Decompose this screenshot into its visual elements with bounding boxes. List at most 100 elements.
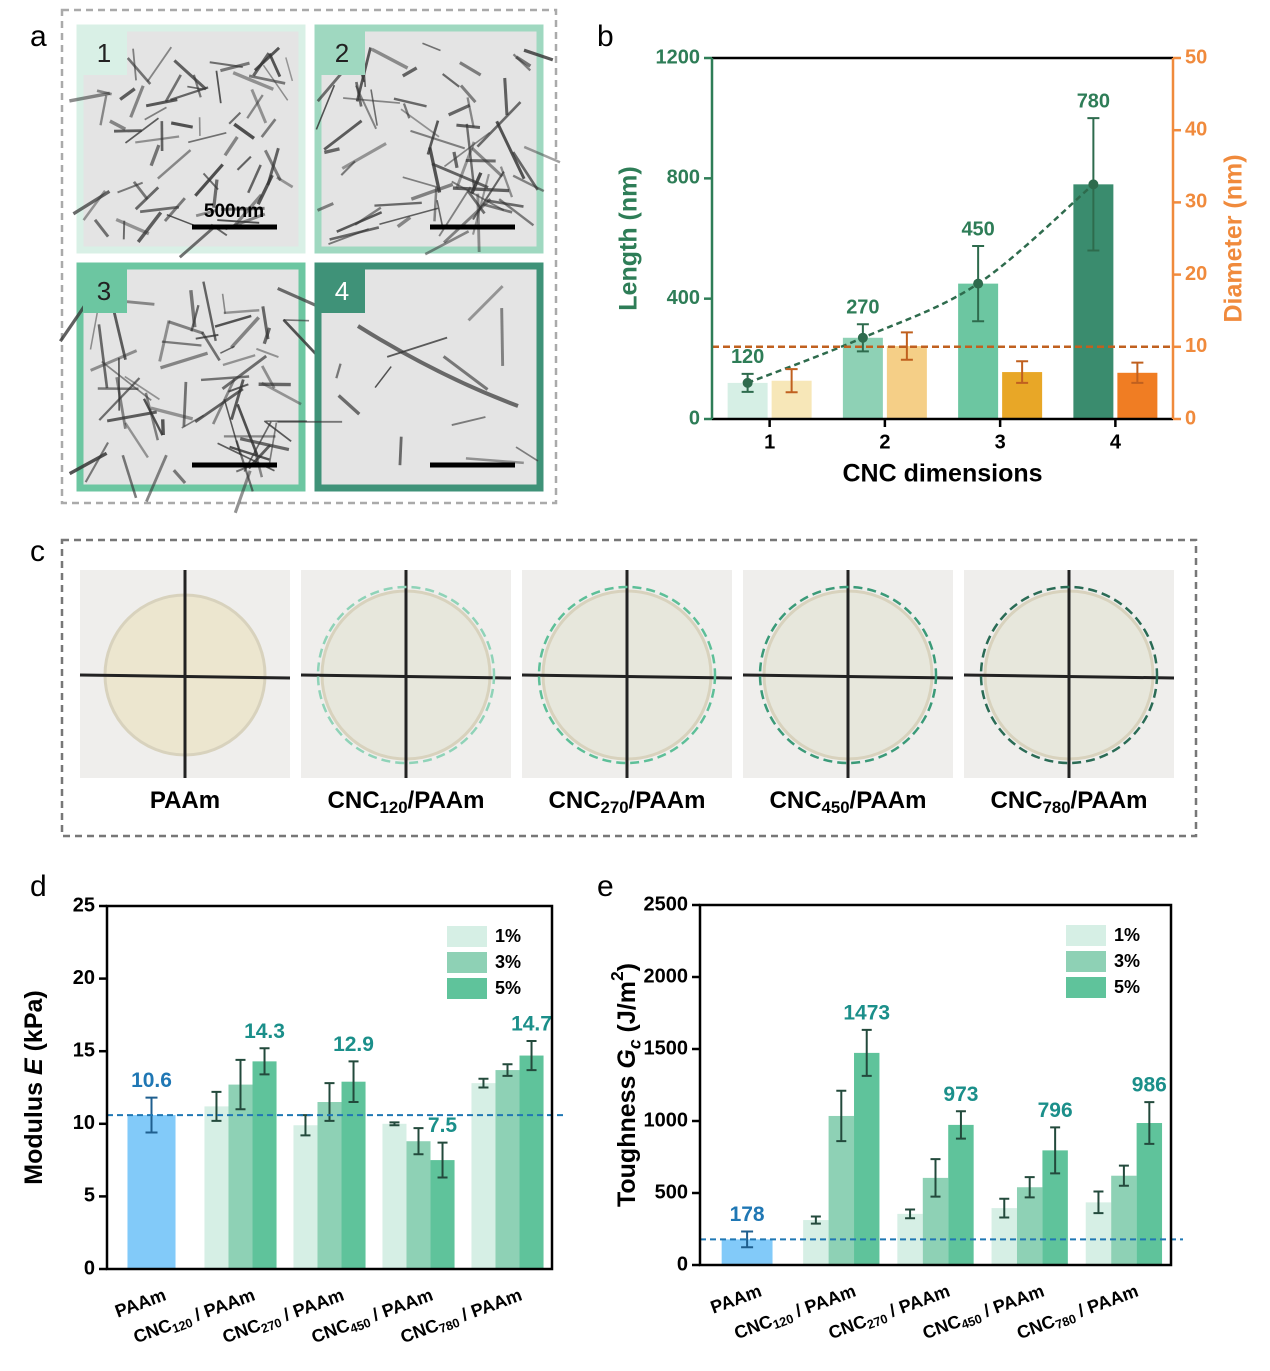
error-bar xyxy=(785,368,798,394)
x-tick-label-part: PAAm xyxy=(708,1280,764,1317)
fiber xyxy=(467,285,504,322)
fiber xyxy=(428,147,442,193)
fiber xyxy=(482,203,513,214)
x-tick-label-part: 780 xyxy=(437,1316,462,1336)
fiber xyxy=(410,129,466,150)
bar xyxy=(519,1055,544,1269)
fiber xyxy=(221,293,226,314)
x-tick-label-part: CNC xyxy=(826,1311,869,1343)
fiber xyxy=(232,71,274,91)
fiber xyxy=(424,230,470,256)
fiber xyxy=(222,354,256,367)
fiber xyxy=(356,324,519,408)
bar xyxy=(204,1106,229,1269)
fiber xyxy=(124,422,149,459)
fiber xyxy=(106,410,157,423)
fiber xyxy=(472,170,505,221)
y2-tick-label: 20 xyxy=(1185,263,1207,285)
fiber xyxy=(164,74,182,103)
sample-label-part: 270 xyxy=(601,799,629,818)
legend-label: 3% xyxy=(1114,951,1140,971)
fiber xyxy=(248,74,286,85)
panel-frame xyxy=(60,8,558,505)
error-bar xyxy=(1093,1190,1104,1215)
fiber xyxy=(126,57,152,85)
fiber xyxy=(260,118,277,138)
panel-letter: c xyxy=(30,535,45,568)
fiber xyxy=(329,226,380,241)
fiber xyxy=(500,308,505,366)
fiber xyxy=(150,406,194,421)
bar xyxy=(228,1084,253,1269)
fiber xyxy=(229,445,270,461)
fiber xyxy=(221,354,268,390)
y2-tick-label: 30 xyxy=(1185,191,1207,213)
fiber xyxy=(188,131,227,144)
fiber xyxy=(328,228,370,245)
scale-bar-label: 500nm xyxy=(204,201,264,222)
x-tick-label-part: CNC xyxy=(309,1315,352,1347)
x-tick-label: 3 xyxy=(995,431,1006,453)
fiber xyxy=(447,103,471,117)
fiber xyxy=(459,61,482,77)
fiber xyxy=(214,314,252,328)
reference-bar xyxy=(127,1115,176,1269)
fiber xyxy=(72,189,111,216)
y2-tick-label: 10 xyxy=(1185,335,1207,357)
fiber xyxy=(223,308,260,315)
error-bar xyxy=(389,1121,400,1127)
trend-line xyxy=(747,183,1095,385)
fiber xyxy=(115,217,150,236)
fiber xyxy=(189,289,197,328)
error-bar xyxy=(1016,360,1029,384)
fiber xyxy=(261,381,302,406)
fiber xyxy=(247,164,262,194)
fiber xyxy=(396,215,412,229)
fiber xyxy=(402,176,438,188)
fiber xyxy=(465,457,524,465)
fiber xyxy=(355,85,377,130)
y-tick-label: 2000 xyxy=(644,965,689,987)
legend-swatch xyxy=(447,926,487,947)
fiber xyxy=(194,163,224,197)
sample-label: CNC120/PAAm xyxy=(328,787,485,817)
fiber xyxy=(239,437,290,452)
data-label: 12.9 xyxy=(333,1033,374,1056)
error-bar xyxy=(861,1028,872,1077)
fiber xyxy=(223,136,239,157)
x-tick-label: 2 xyxy=(879,431,890,453)
y-tick-label: 15 xyxy=(73,1039,95,1061)
data-label: 120 xyxy=(731,346,764,368)
y-tick-label: 1500 xyxy=(644,1037,689,1059)
fiber xyxy=(476,193,481,253)
legend-label: 5% xyxy=(495,978,521,998)
fiber xyxy=(323,119,363,151)
x-tick-label-part: / PAAm xyxy=(454,1284,524,1326)
fiber xyxy=(124,375,160,401)
sample-label-part: 120 xyxy=(380,799,408,818)
y-tick-label: 10 xyxy=(73,1112,95,1134)
sample-label: CNC450/PAAm xyxy=(770,787,927,817)
x-tick-label-part: 270 xyxy=(259,1316,284,1336)
plot-frame xyxy=(698,903,1173,1267)
data-label: 450 xyxy=(961,218,994,240)
x-tick-label-part: 450 xyxy=(348,1316,373,1336)
fiber xyxy=(161,340,202,347)
bar xyxy=(471,1083,496,1269)
fiber xyxy=(523,48,554,62)
error-bar xyxy=(211,1090,222,1122)
fiber xyxy=(374,201,422,207)
fiber xyxy=(442,355,489,391)
fiber xyxy=(256,347,279,359)
fiber xyxy=(443,132,491,168)
outline xyxy=(316,585,496,765)
image-number: 3 xyxy=(97,276,111,306)
fiber xyxy=(136,211,163,243)
sample-label-part: CNC xyxy=(991,787,1043,814)
fiber xyxy=(132,180,149,201)
image-tag xyxy=(321,31,365,75)
fiber xyxy=(261,306,270,340)
error-bar xyxy=(235,1058,246,1111)
x-tick-label: PAAm xyxy=(708,1280,764,1317)
fiber xyxy=(166,213,195,227)
